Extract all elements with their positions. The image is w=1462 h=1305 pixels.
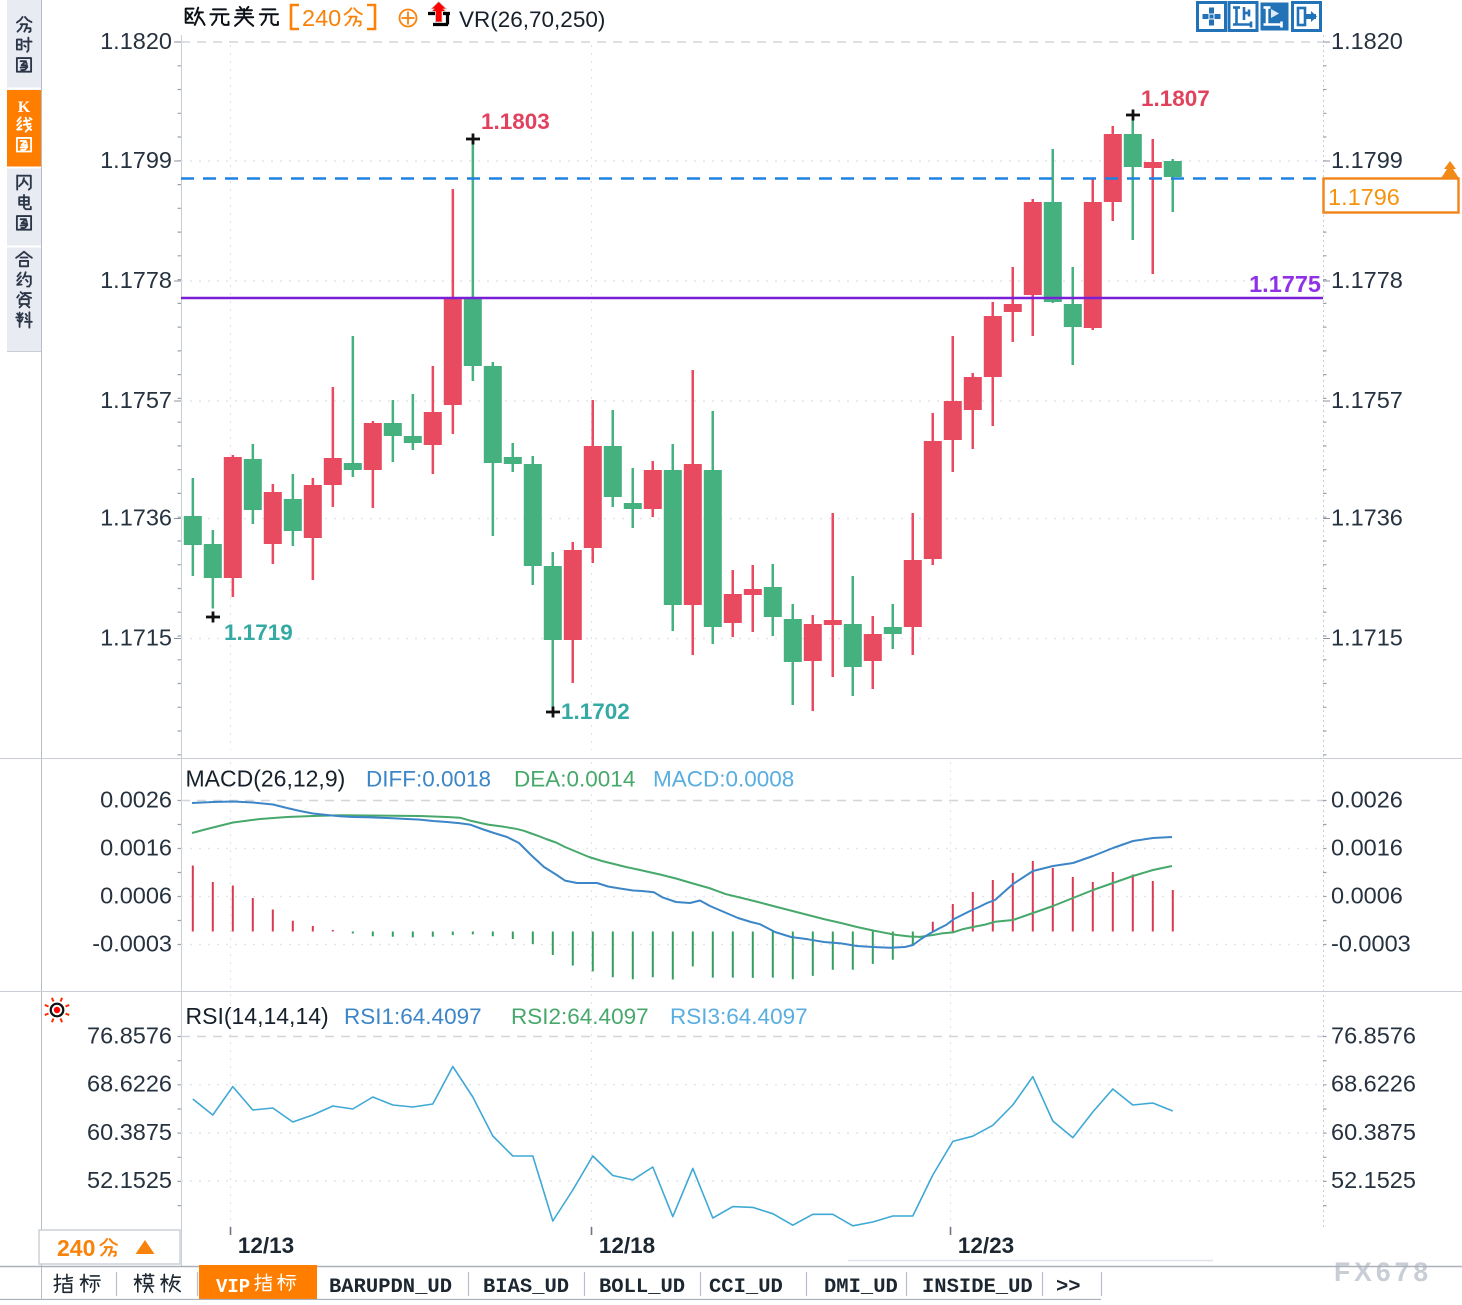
svg-text:1.1715: 1.1715	[100, 625, 172, 651]
svg-text:1.1757: 1.1757	[100, 387, 172, 413]
svg-text:1.1820: 1.1820	[100, 28, 172, 54]
svg-text:DEA:0.0014: DEA:0.0014	[514, 767, 635, 792]
svg-text:68.6226: 68.6226	[1331, 1071, 1416, 1097]
svg-text:0.0006: 0.0006	[100, 883, 172, 909]
svg-text:60.3875: 60.3875	[1331, 1119, 1416, 1145]
svg-text:MACD:0.0008: MACD:0.0008	[653, 767, 794, 792]
svg-text:0.0026: 0.0026	[1331, 787, 1403, 813]
svg-text:INSIDE_UD: INSIDE_UD	[922, 1276, 1033, 1299]
svg-text:76.8576: 76.8576	[87, 1023, 172, 1049]
svg-text:FX678: FX678	[1334, 1257, 1432, 1287]
svg-text:0.0016: 0.0016	[100, 835, 172, 861]
svg-text:52.1525: 52.1525	[1331, 1167, 1416, 1193]
svg-text:DIFF:0.0018: DIFF:0.0018	[366, 767, 491, 792]
svg-text:1.1796: 1.1796	[1328, 184, 1400, 210]
svg-text:1.1799: 1.1799	[100, 147, 172, 173]
svg-text:0.0016: 0.0016	[1331, 835, 1403, 861]
svg-text:-0.0003: -0.0003	[1331, 931, 1411, 957]
svg-text:RSI(14,14,14): RSI(14,14,14)	[186, 1003, 329, 1029]
svg-text:1.1807: 1.1807	[1141, 86, 1210, 111]
svg-text:12/13: 12/13	[238, 1233, 294, 1258]
svg-text:CCI_UD: CCI_UD	[709, 1276, 783, 1299]
svg-text:1.1799: 1.1799	[1331, 147, 1403, 173]
svg-text:BARUPDN_UD: BARUPDN_UD	[329, 1276, 452, 1299]
svg-text:1.1715: 1.1715	[1331, 625, 1403, 651]
svg-text:RSI3:64.4097: RSI3:64.4097	[670, 1004, 808, 1029]
svg-text:VR(26,70,250): VR(26,70,250)	[459, 7, 605, 32]
svg-text:RSI1:64.4097: RSI1:64.4097	[344, 1004, 482, 1029]
svg-text:BIAS_UD: BIAS_UD	[483, 1276, 569, 1299]
svg-text:1.1719: 1.1719	[224, 620, 293, 645]
svg-text:1.1778: 1.1778	[1331, 267, 1403, 293]
svg-text:K: K	[18, 99, 31, 116]
svg-text:1.1778: 1.1778	[100, 267, 172, 293]
svg-text:60.3875: 60.3875	[87, 1119, 172, 1145]
svg-text:240: 240	[302, 5, 341, 31]
svg-text:1.1820: 1.1820	[1331, 28, 1403, 54]
svg-text:1.1803: 1.1803	[481, 109, 550, 134]
svg-text:1.1757: 1.1757	[1331, 387, 1403, 413]
svg-text:76.8576: 76.8576	[1331, 1023, 1416, 1049]
svg-text:BOLL_UD: BOLL_UD	[599, 1276, 685, 1299]
svg-text:RSI2:64.4097: RSI2:64.4097	[511, 1004, 649, 1029]
svg-text:>>: >>	[1056, 1276, 1081, 1299]
svg-text:68.6226: 68.6226	[87, 1071, 172, 1097]
svg-text:12/23: 12/23	[958, 1233, 1014, 1258]
svg-text:VIP: VIP	[216, 1276, 250, 1298]
svg-text:1.1702: 1.1702	[561, 699, 630, 724]
svg-text:52.1525: 52.1525	[87, 1167, 172, 1193]
svg-text:0.0006: 0.0006	[1331, 883, 1403, 909]
svg-text:1.1736: 1.1736	[1331, 505, 1403, 531]
svg-text:DMI_UD: DMI_UD	[824, 1276, 898, 1299]
svg-text:12/18: 12/18	[599, 1233, 655, 1258]
svg-text:-0.0003: -0.0003	[92, 931, 172, 957]
svg-text:1.1775: 1.1775	[1249, 271, 1321, 297]
svg-text:240: 240	[57, 1235, 95, 1261]
svg-text:MACD(26,12,9): MACD(26,12,9)	[186, 766, 346, 792]
svg-text:1.1736: 1.1736	[100, 505, 172, 531]
svg-text:0.0026: 0.0026	[100, 787, 172, 813]
